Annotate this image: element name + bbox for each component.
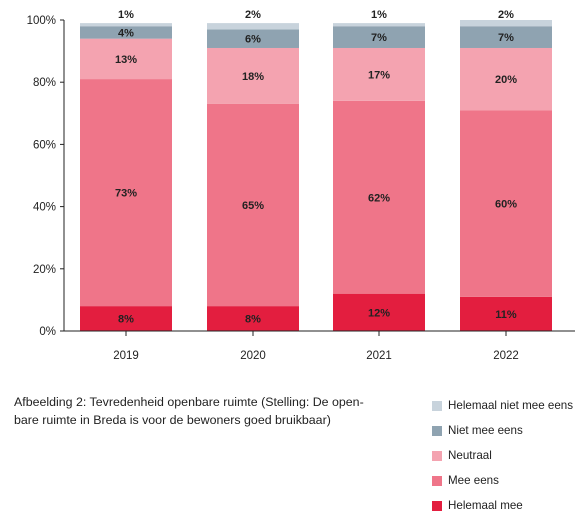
legend-label: Helemaal niet mee eens bbox=[448, 399, 574, 412]
bar-segment-2022-4 bbox=[460, 26, 552, 48]
legend-item: Niet mee eens bbox=[432, 423, 582, 438]
legend-swatch bbox=[432, 475, 442, 486]
legend-label: Neutraal bbox=[448, 449, 492, 462]
bar-segment-2021-1 bbox=[333, 293, 425, 331]
data-label: 17% bbox=[368, 69, 390, 81]
bar-segment-2022-1 bbox=[460, 296, 552, 331]
data-label: 2% bbox=[245, 9, 261, 21]
data-label: 62% bbox=[368, 192, 390, 204]
y-tick-label: 80% bbox=[33, 77, 56, 89]
bar-segment-2019-4 bbox=[80, 26, 172, 39]
bar-segment-2022-2 bbox=[460, 110, 552, 297]
data-label: 13% bbox=[115, 54, 137, 66]
data-label: 11% bbox=[495, 309, 517, 321]
bar-segment-2022-3 bbox=[460, 47, 552, 111]
legend-swatch bbox=[432, 500, 442, 511]
bar-segment-2019-3 bbox=[80, 38, 172, 80]
y-tick-label: 100% bbox=[27, 15, 56, 27]
bar-segment-2022-5 bbox=[460, 20, 552, 27]
bar-segment-2019-5 bbox=[80, 23, 172, 27]
legend-item: Helemaal mee bbox=[432, 498, 582, 513]
data-label: 2% bbox=[498, 9, 514, 21]
data-label: 7% bbox=[371, 32, 387, 44]
bar-segment-2019-1 bbox=[80, 306, 172, 331]
legend-swatch bbox=[432, 450, 442, 461]
legend-swatch bbox=[432, 425, 442, 436]
data-label: 4% bbox=[118, 27, 134, 39]
data-label: 8% bbox=[245, 314, 261, 326]
legend-label: Helemaal mee bbox=[448, 499, 523, 512]
legend-item: Mee eens bbox=[432, 473, 582, 488]
bar-segment-2021-5 bbox=[333, 23, 425, 27]
x-tick-label: 2021 bbox=[366, 350, 392, 362]
x-tick-label: 2020 bbox=[240, 350, 266, 362]
data-label: 1% bbox=[118, 9, 134, 21]
data-label: 73% bbox=[115, 188, 137, 200]
bar-segment-2019-2 bbox=[80, 79, 172, 307]
caption-line-1: Afbeelding 2: Tevredenheid openbare ruim… bbox=[14, 395, 364, 409]
data-label: 6% bbox=[245, 34, 261, 46]
data-label: 8% bbox=[118, 314, 134, 326]
x-tick-label: 2019 bbox=[113, 350, 139, 362]
legend-item: Helemaal niet mee eens bbox=[432, 398, 582, 413]
data-label: 65% bbox=[242, 200, 264, 212]
legend: Helemaal niet mee eens Niet mee eens Neutr… bbox=[432, 398, 582, 523]
bar-segment-2020-1 bbox=[207, 306, 299, 331]
caption-line-2: bare ruimte in Breda is voor de bewoners… bbox=[14, 413, 331, 427]
figure-caption: Afbeelding 2: Tevredenheid openbare ruim… bbox=[14, 393, 394, 429]
bar-segment-2020-2 bbox=[207, 103, 299, 307]
data-label: 12% bbox=[368, 307, 390, 319]
y-tick-label: 60% bbox=[33, 139, 56, 151]
legend-label: Mee eens bbox=[448, 474, 499, 487]
data-label: 7% bbox=[498, 32, 514, 44]
data-label: 20% bbox=[495, 74, 517, 86]
bar-chart: 0% 20% 40% 60% 80% 100% 8% 73% 13% 4% 1% 8% 65% 18% 6%… bbox=[27, 9, 575, 362]
bar-segment-2020-3 bbox=[207, 47, 299, 104]
data-label: 18% bbox=[242, 71, 264, 83]
legend-item: Neutraal bbox=[432, 448, 582, 463]
legend-label: Niet mee eens bbox=[448, 424, 523, 437]
legend-swatch bbox=[432, 400, 442, 411]
y-tick-label: 0% bbox=[39, 326, 56, 338]
bar-segment-2020-4 bbox=[207, 29, 299, 48]
data-label: 1% bbox=[371, 9, 387, 21]
data-label: 60% bbox=[495, 198, 517, 210]
bar-segment-2021-3 bbox=[333, 47, 425, 101]
bar-segment-2021-2 bbox=[333, 100, 425, 294]
bar-segment-2021-4 bbox=[333, 26, 425, 48]
y-tick-label: 20% bbox=[33, 264, 56, 276]
y-tick-label: 40% bbox=[33, 202, 56, 214]
x-tick-label: 2022 bbox=[493, 350, 519, 362]
bar-segment-2020-5 bbox=[207, 23, 299, 30]
